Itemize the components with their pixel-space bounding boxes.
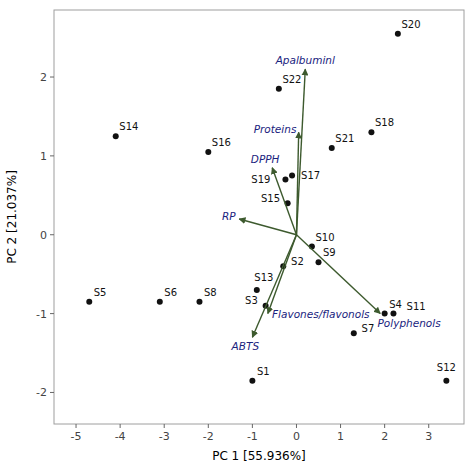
sample-label: S12 — [437, 362, 456, 373]
x-tick-label: -4 — [115, 430, 126, 443]
vector-label: DPPH — [251, 153, 280, 165]
sample-label: S16 — [212, 137, 231, 148]
sample-label: S6 — [164, 287, 177, 298]
sample-point — [205, 149, 211, 155]
sample-label: S10 — [315, 232, 334, 243]
sample-label: S7 — [362, 323, 375, 334]
x-tick — [208, 424, 209, 428]
sample-point — [249, 378, 255, 384]
sample-point — [368, 129, 374, 135]
vector-label: ABTS — [231, 340, 260, 352]
vector-label: Proteins — [254, 123, 297, 135]
y-tick-label: 2 — [40, 71, 47, 84]
y-tick — [50, 392, 54, 393]
sample-point — [351, 330, 357, 336]
sample-point — [382, 311, 388, 317]
sample-point — [395, 31, 401, 37]
sample-point — [289, 173, 295, 179]
y-tick — [50, 155, 54, 156]
vector-label: Flavones/flavonols — [272, 308, 370, 320]
sample-point — [329, 145, 335, 151]
sample-label: S13 — [254, 272, 273, 283]
sample-label: S8 — [204, 287, 217, 298]
x-tick-label: 3 — [425, 430, 432, 443]
loading-vector — [239, 219, 296, 235]
x-tick-label: 0 — [293, 430, 300, 443]
y-tick-label: 0 — [40, 229, 47, 242]
chart: -5 -4 -3 -2 -1 0 1 2 3 -2 -1 0 1 2 PC 1 [55.936%] PC 2 … — [0, 0, 474, 470]
sample-point — [196, 299, 202, 305]
sample-label: S21 — [335, 133, 354, 144]
y-axis-label: PC 2 [21.037%] — [5, 170, 19, 264]
loading-vector — [296, 69, 305, 235]
plot-frame — [54, 10, 464, 424]
sample-point — [157, 299, 163, 305]
sample-point — [86, 299, 92, 305]
vector-label: Apalbuminl — [275, 54, 335, 66]
vector-label: Polyphenols — [378, 317, 442, 329]
loading-vector — [296, 132, 298, 235]
y-tick-label: 1 — [40, 150, 47, 163]
x-tick — [120, 424, 121, 428]
x-tick — [428, 424, 429, 428]
y-tick — [50, 313, 54, 314]
x-tick — [164, 424, 165, 428]
sample-point — [276, 86, 282, 92]
loading-vector — [296, 235, 380, 314]
marks — [86, 31, 449, 384]
axes: -5 -4 -3 -2 -1 0 1 2 3 -2 -1 0 1 2 — [36, 71, 432, 443]
x-tick-label: 1 — [337, 430, 344, 443]
sample-label: S4 — [389, 299, 402, 310]
sample-label: S14 — [119, 121, 138, 132]
x-tick — [296, 424, 297, 428]
y-tick-label: -1 — [36, 308, 47, 321]
loading-vector — [252, 235, 296, 338]
x-tick-label: -3 — [159, 430, 170, 443]
x-tick-label: -2 — [203, 430, 214, 443]
sample-point — [443, 378, 449, 384]
labels: Apalbuminl Proteins DPPH RP Flavones/flavono… — [94, 19, 456, 377]
sample-label: S1 — [257, 366, 270, 377]
sample-label: S2 — [291, 256, 304, 267]
sample-point — [282, 177, 288, 183]
sample-label: S11 — [407, 301, 426, 312]
x-axis-label: PC 1 [55.936%] — [212, 449, 306, 463]
sample-label: S5 — [94, 287, 107, 298]
x-tick-label: -5 — [71, 430, 82, 443]
y-tick — [50, 234, 54, 235]
sample-label: S22 — [282, 74, 301, 85]
sample-point — [316, 259, 322, 265]
x-tick-label: 2 — [381, 430, 388, 443]
sample-label: S3 — [245, 295, 258, 306]
y-tick — [50, 77, 54, 78]
sample-label: S15 — [261, 193, 280, 204]
sample-label: S9 — [323, 247, 336, 258]
sample-label: S17 — [301, 170, 320, 181]
x-tick-label: -1 — [247, 430, 258, 443]
x-tick — [76, 424, 77, 428]
x-tick — [340, 424, 341, 428]
sample-point — [113, 133, 119, 139]
sample-point — [390, 311, 396, 317]
vector-label: RP — [222, 210, 236, 222]
x-tick — [252, 424, 253, 428]
sample-label: S18 — [375, 117, 394, 128]
sample-point — [254, 287, 260, 293]
y-tick-label: -2 — [36, 386, 47, 399]
sample-label: S20 — [401, 19, 420, 30]
sample-label: S19 — [251, 174, 270, 185]
x-tick — [384, 424, 385, 428]
